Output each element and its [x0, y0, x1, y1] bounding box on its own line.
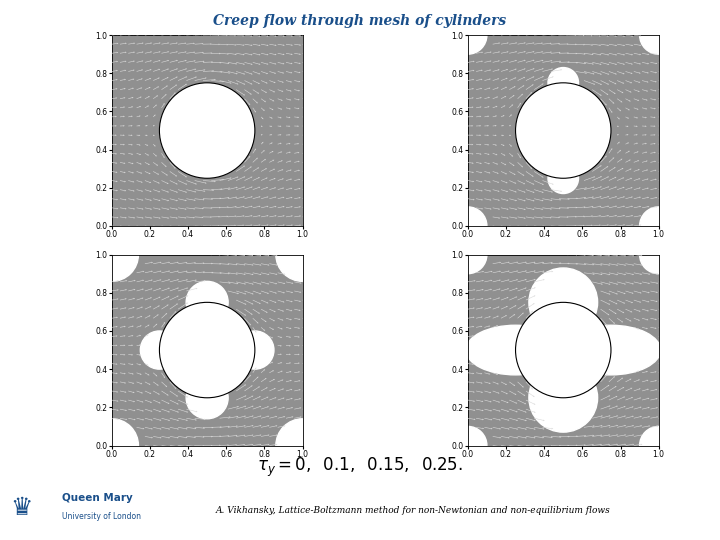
Circle shape [639, 207, 678, 245]
Text: Creep flow through mesh of cylinders: Creep flow through mesh of cylinders [213, 14, 507, 28]
Circle shape [516, 302, 611, 398]
Circle shape [639, 235, 678, 274]
Circle shape [276, 228, 329, 281]
Text: $\tau_y = 0,\;\; 0.1,\;\; 0.15,\;\; 0.25.$: $\tau_y = 0,\;\; 0.1,\;\; 0.15,\;\; 0.25… [257, 456, 463, 478]
Circle shape [529, 363, 598, 432]
Circle shape [639, 427, 678, 464]
Ellipse shape [466, 325, 565, 375]
Circle shape [639, 16, 678, 54]
Circle shape [85, 228, 138, 281]
Text: University of London: University of London [62, 512, 141, 521]
Circle shape [276, 419, 329, 472]
Circle shape [449, 427, 487, 464]
Circle shape [516, 83, 611, 178]
Circle shape [449, 235, 487, 274]
Circle shape [449, 207, 487, 245]
Circle shape [186, 281, 228, 323]
Circle shape [85, 419, 138, 472]
Circle shape [449, 16, 487, 54]
Circle shape [140, 331, 179, 369]
Text: Queen Mary: Queen Mary [62, 494, 132, 503]
Text: A. Vikhansky, Lattice-Boltzmann method for non-Newtonian and non-equilibrium flo: A. Vikhansky, Lattice-Boltzmann method f… [216, 506, 611, 515]
Text: ♛: ♛ [10, 496, 32, 519]
Circle shape [159, 302, 255, 398]
Circle shape [159, 83, 255, 178]
Circle shape [235, 331, 274, 369]
Ellipse shape [562, 325, 661, 375]
Circle shape [548, 163, 579, 193]
Circle shape [548, 68, 579, 98]
Circle shape [529, 268, 598, 337]
Circle shape [186, 377, 228, 419]
